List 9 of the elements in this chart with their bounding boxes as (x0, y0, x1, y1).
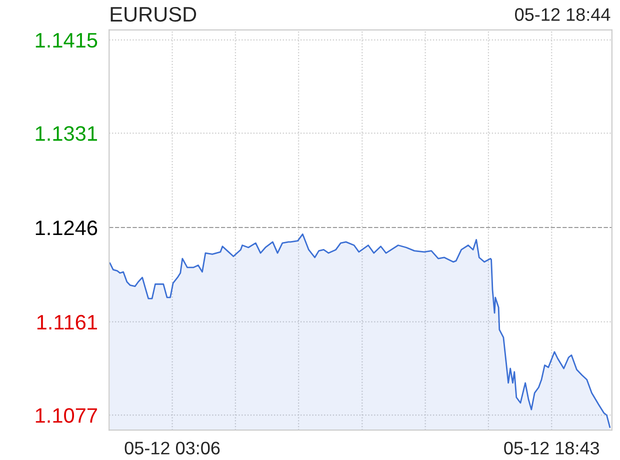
x-tick-label: 05-12 18:43 (504, 442, 600, 454)
y-tick-label: 1.1161 (37, 314, 97, 330)
text: 05-12 18:44 (515, 8, 610, 21)
y-tick-label: 1.1331 (36, 126, 97, 141)
y-tick-label: 1.1415 (36, 33, 98, 48)
y-tick-label: 1.1246 (36, 220, 98, 236)
chart-title: EURUSD (110, 6, 196, 22)
x-tick-label: 05-12 03:06 (124, 442, 220, 454)
y-tick-label: 1.1077 (36, 408, 97, 423)
